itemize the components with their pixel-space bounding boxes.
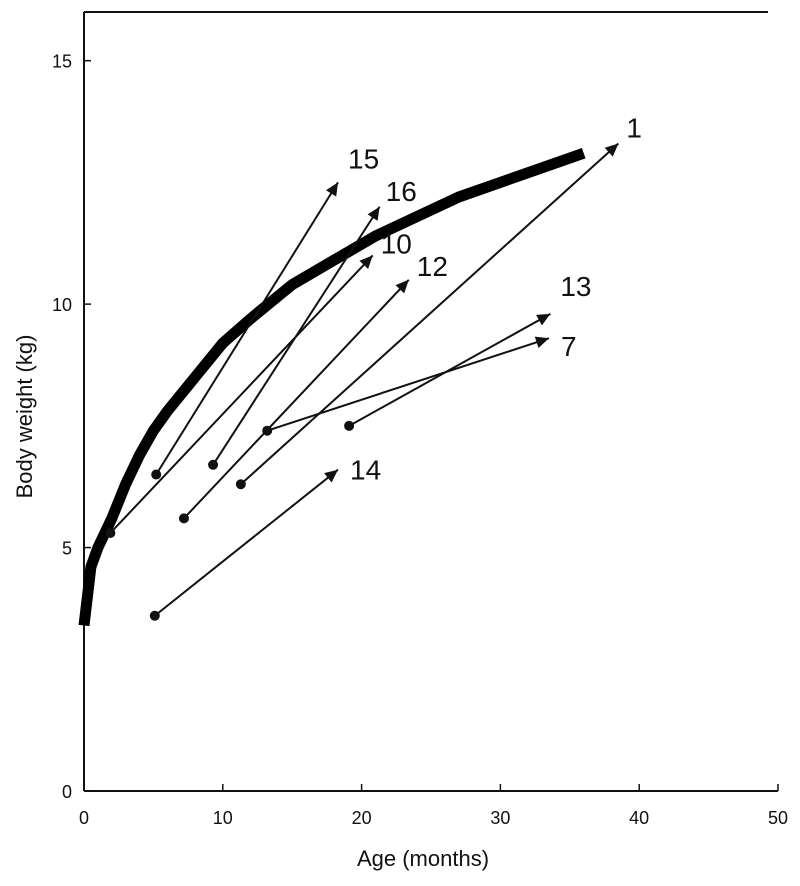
series-start-point: [208, 459, 219, 470]
series-end-arrow: [326, 182, 338, 197]
x-tick-label: 30: [490, 808, 510, 828]
ticks: 0 10 20 30 40 50 0 5 10 15: [52, 52, 788, 828]
series-10: 10: [105, 228, 412, 538]
x-tick-label: 40: [629, 808, 649, 828]
axes: [83, 11, 778, 792]
y-axis-label: Body weight (kg): [12, 335, 37, 499]
series-line: [266, 337, 550, 432]
y-tick-label: 15: [52, 52, 72, 72]
series-line: [154, 468, 339, 617]
series-label: 10: [381, 228, 412, 259]
series-label: 14: [350, 455, 381, 486]
series-13: 13: [344, 271, 592, 431]
series-line: [109, 254, 374, 534]
series-start-point: [262, 425, 273, 436]
series-end-arrow: [536, 313, 551, 326]
series-start-point: [151, 469, 162, 480]
series-15: 15: [151, 143, 379, 480]
y-tick-label: 10: [52, 295, 72, 315]
series-start-point: [178, 513, 189, 524]
series-line: [155, 181, 339, 476]
series-label: 12: [417, 251, 448, 282]
reference-growth-curve: [78, 148, 586, 627]
series-label: 1: [626, 112, 642, 143]
y-tick-label: 0: [62, 782, 72, 802]
series-end-arrow: [359, 255, 373, 269]
series-line: [240, 142, 620, 486]
x-axis-label: Age (months): [357, 846, 489, 871]
series-label: 13: [560, 271, 591, 302]
series-label: 16: [386, 176, 417, 207]
x-tick-label: 0: [79, 808, 89, 828]
series-end-arrow: [604, 143, 619, 157]
series-end-arrow: [324, 469, 338, 483]
series-end-arrow: [395, 279, 409, 294]
series-start-point: [235, 479, 246, 490]
series-end-arrow: [534, 336, 549, 348]
series-14: 14: [149, 455, 381, 621]
x-tick-label: 50: [768, 808, 788, 828]
y-tick-label: 5: [62, 539, 72, 559]
x-tick-label: 20: [352, 808, 372, 828]
series-label: 15: [348, 143, 379, 174]
series-1: 1: [235, 112, 642, 490]
series-7: 7: [262, 331, 577, 436]
series-start-point: [149, 610, 160, 621]
series-end-arrow: [367, 206, 380, 221]
reference-curve-layer: [78, 148, 586, 627]
series-12: 12: [178, 251, 448, 524]
series-label: 7: [561, 331, 577, 362]
x-tick-label: 10: [213, 808, 233, 828]
series-line: [183, 279, 410, 520]
series-start-point: [105, 527, 116, 538]
series-start-point: [344, 420, 355, 431]
